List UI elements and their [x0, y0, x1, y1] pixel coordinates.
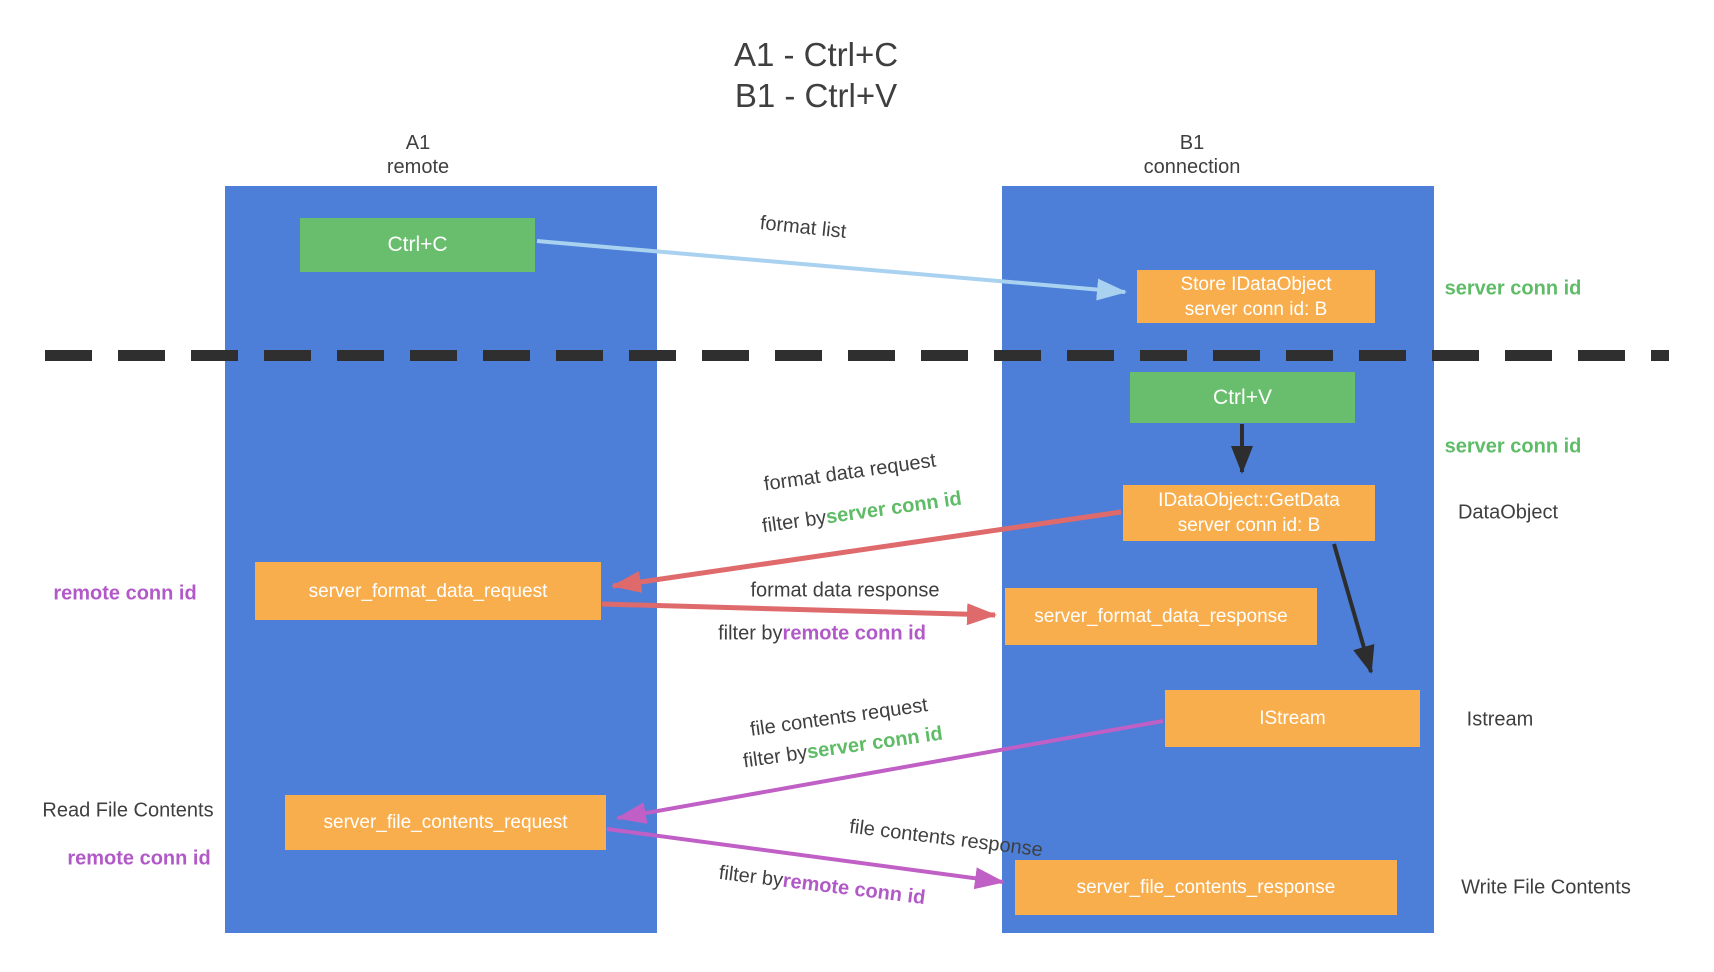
lane-b1-subtitle: connection — [1143, 156, 1241, 178]
remote-conn-id-inline-4: remote conn id — [781, 869, 927, 910]
format-list-arrow-label: format list — [758, 212, 848, 243]
remote-conn-id-side-label-bottom: remote conn id — [67, 847, 211, 870]
store-idataobject-box: Store IDataObject server conn id: B — [1137, 270, 1375, 323]
istream-label: IStream — [1259, 708, 1326, 729]
istream-box: IStream — [1165, 690, 1420, 747]
istream-side-label: Istream — [1466, 708, 1534, 731]
store-idataobject-line2: server conn id: B — [1184, 298, 1328, 320]
store-idataobject-line1: Store IDataObject — [1180, 273, 1332, 295]
format-data-request-filter-label: filter byserver conn id — [761, 488, 963, 539]
ctrl-v-label: Ctrl+V — [1213, 385, 1272, 409]
filter-by-text-3: filter by — [741, 741, 809, 773]
getdata-line1: IDataObject::GetData — [1158, 490, 1340, 511]
lane-a1-header: A1 remote — [318, 131, 518, 179]
format-data-response-arrow-label: format data response — [750, 579, 940, 602]
file-contents-response-filter-label: filter byremote conn id — [717, 861, 927, 910]
remote-conn-id-inline-2: remote conn id — [782, 622, 926, 645]
dataobject-side-label: DataObject — [1457, 501, 1559, 524]
lane-a1-name: A1 — [405, 132, 431, 154]
lane-b1-header: B1 connection — [1092, 131, 1292, 179]
server-file-contents-response-label: server_file_contents_response — [1076, 877, 1336, 898]
server-conn-id-side-label-mid: server conn id — [1444, 435, 1582, 458]
server-format-data-response-box: server_format_data_response — [1005, 588, 1317, 645]
server-format-data-request-label: server_format_data_request — [308, 580, 548, 602]
filter-by-text-2: filter by — [718, 622, 783, 645]
server-file-contents-response-box: server_file_contents_response — [1015, 860, 1397, 915]
diagram-title: A1 - Ctrl+C B1 - Ctrl+V — [616, 34, 1016, 116]
lane-b1-name: B1 — [1179, 132, 1205, 154]
server-file-contents-request-label: server_file_contents_request — [323, 812, 568, 833]
filter-by-text-4: filter by — [717, 861, 785, 892]
idataobject-getdata-box: IDataObject::GetData server conn id: B — [1123, 485, 1375, 541]
copy-paste-divider-dashed-line — [45, 350, 1669, 361]
ctrl-c-label: Ctrl+C — [387, 233, 448, 256]
ctrl-v-box: Ctrl+V — [1130, 372, 1355, 423]
format-data-response-filter-label: filter byremote conn id — [718, 623, 926, 646]
title-line-2: B1 - Ctrl+V — [734, 77, 898, 114]
remote-conn-id-side-label-top: remote conn id — [53, 582, 197, 605]
server-file-contents-request-box: server_file_contents_request — [285, 795, 606, 850]
ctrl-c-box: Ctrl+C — [300, 218, 535, 272]
format-data-response-arrow — [601, 601, 997, 626]
filter-by-text-1: filter by — [760, 506, 828, 538]
lane-a1-subtitle: remote — [386, 156, 450, 178]
getdata-line2: server conn id: B — [1177, 515, 1321, 536]
server-conn-id-side-label-top: server conn id — [1444, 277, 1582, 300]
server-conn-id-inline-1: server conn id — [824, 487, 964, 529]
read-file-contents-side-label: Read File Contents — [42, 799, 214, 822]
write-file-contents-side-label: Write File Contents — [1461, 876, 1631, 899]
server-format-data-request-box: server_format_data_request — [255, 562, 601, 620]
server-format-data-response-label: server_format_data_response — [1034, 606, 1288, 627]
format-data-request-arrow-label: format data request — [762, 449, 938, 496]
title-line-1: A1 - Ctrl+C — [733, 36, 899, 73]
